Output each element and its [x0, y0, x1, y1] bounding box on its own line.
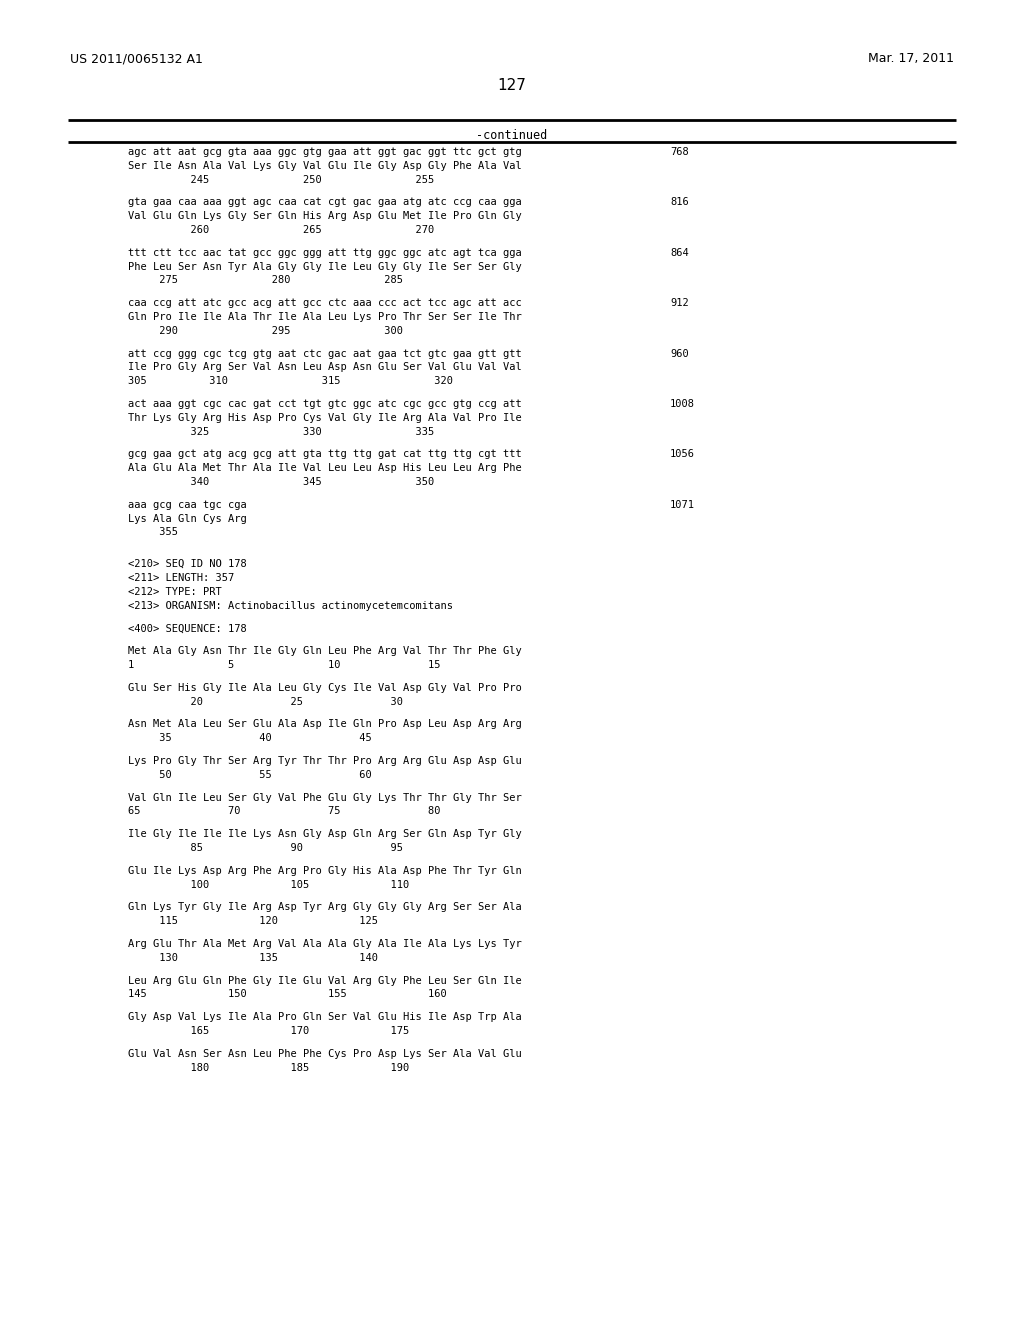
Text: 1008: 1008: [670, 399, 695, 409]
Text: 115             120             125: 115 120 125: [128, 916, 378, 927]
Text: Mar. 17, 2011: Mar. 17, 2011: [868, 51, 954, 65]
Text: <211> LENGTH: 357: <211> LENGTH: 357: [128, 573, 234, 583]
Text: Thr Lys Gly Arg His Asp Pro Cys Val Gly Ile Arg Ala Val Pro Ile: Thr Lys Gly Arg His Asp Pro Cys Val Gly …: [128, 413, 522, 422]
Text: 340               345               350: 340 345 350: [128, 477, 434, 487]
Text: Ala Glu Ala Met Thr Ala Ile Val Leu Leu Asp His Leu Leu Arg Phe: Ala Glu Ala Met Thr Ala Ile Val Leu Leu …: [128, 463, 522, 473]
Text: Leu Arg Glu Gln Phe Gly Ile Glu Val Arg Gly Phe Leu Ser Gln Ile: Leu Arg Glu Gln Phe Gly Ile Glu Val Arg …: [128, 975, 522, 986]
Text: act aaa ggt cgc cac gat cct tgt gtc ggc atc cgc gcc gtg ccg att: act aaa ggt cgc cac gat cct tgt gtc ggc …: [128, 399, 522, 409]
Text: 245               250               255: 245 250 255: [128, 174, 434, 185]
Text: Glu Ile Lys Asp Arg Phe Arg Pro Gly His Ala Asp Phe Thr Tyr Gln: Glu Ile Lys Asp Arg Phe Arg Pro Gly His …: [128, 866, 522, 875]
Text: Lys Ala Gln Cys Arg: Lys Ala Gln Cys Arg: [128, 513, 247, 524]
Text: Lys Pro Gly Thr Ser Arg Tyr Thr Thr Pro Arg Arg Glu Asp Asp Glu: Lys Pro Gly Thr Ser Arg Tyr Thr Thr Pro …: [128, 756, 522, 766]
Text: gcg gaa gct atg acg gcg att gta ttg ttg gat cat ttg ttg cgt ttt: gcg gaa gct atg acg gcg att gta ttg ttg …: [128, 449, 522, 459]
Text: <212> TYPE: PRT: <212> TYPE: PRT: [128, 587, 222, 597]
Text: Gly Asp Val Lys Ile Ala Pro Gln Ser Val Glu His Ile Asp Trp Ala: Gly Asp Val Lys Ile Ala Pro Gln Ser Val …: [128, 1012, 522, 1022]
Text: <213> ORGANISM: Actinobacillus actinomycetemcomitans: <213> ORGANISM: Actinobacillus actinomyc…: [128, 601, 453, 611]
Text: 100             105             110: 100 105 110: [128, 879, 410, 890]
Text: Phe Leu Ser Asn Tyr Ala Gly Gly Ile Leu Gly Gly Ile Ser Ser Gly: Phe Leu Ser Asn Tyr Ala Gly Gly Ile Leu …: [128, 261, 522, 272]
Text: 145             150             155             160: 145 150 155 160: [128, 990, 446, 999]
Text: att ccg ggg cgc tcg gtg aat ctc gac aat gaa tct gtc gaa gtt gtt: att ccg ggg cgc tcg gtg aat ctc gac aat …: [128, 348, 522, 359]
Text: US 2011/0065132 A1: US 2011/0065132 A1: [70, 51, 203, 65]
Text: Gln Pro Ile Ile Ala Thr Ile Ala Leu Lys Pro Thr Ser Ser Ile Thr: Gln Pro Ile Ile Ala Thr Ile Ala Leu Lys …: [128, 312, 522, 322]
Text: <400> SEQUENCE: 178: <400> SEQUENCE: 178: [128, 623, 247, 634]
Text: Ile Pro Gly Arg Ser Val Asn Leu Asp Asn Glu Ser Val Glu Val Val: Ile Pro Gly Arg Ser Val Asn Leu Asp Asn …: [128, 363, 522, 372]
Text: 768: 768: [670, 147, 689, 157]
Text: 180             185             190: 180 185 190: [128, 1063, 410, 1073]
Text: <210> SEQ ID NO 178: <210> SEQ ID NO 178: [128, 560, 247, 569]
Text: ttt ctt tcc aac tat gcc ggc ggg att ttg ggc ggc atc agt tca gga: ttt ctt tcc aac tat gcc ggc ggg att ttg …: [128, 248, 522, 257]
Text: 1056: 1056: [670, 449, 695, 459]
Text: 275               280               285: 275 280 285: [128, 276, 403, 285]
Text: Val Glu Gln Lys Gly Ser Gln His Arg Asp Glu Met Ile Pro Gln Gly: Val Glu Gln Lys Gly Ser Gln His Arg Asp …: [128, 211, 522, 222]
Text: 325               330               335: 325 330 335: [128, 426, 434, 437]
Text: 35              40              45: 35 40 45: [128, 733, 372, 743]
Text: 260               265               270: 260 265 270: [128, 224, 434, 235]
Text: 864: 864: [670, 248, 689, 257]
Text: Met Ala Gly Asn Thr Ile Gly Gln Leu Phe Arg Val Thr Thr Phe Gly: Met Ala Gly Asn Thr Ile Gly Gln Leu Phe …: [128, 647, 522, 656]
Text: Ile Gly Ile Ile Ile Lys Asn Gly Asp Gln Arg Ser Gln Asp Tyr Gly: Ile Gly Ile Ile Ile Lys Asn Gly Asp Gln …: [128, 829, 522, 840]
Text: agc att aat gcg gta aaa ggc gtg gaa att ggt gac ggt ttc gct gtg: agc att aat gcg gta aaa ggc gtg gaa att …: [128, 147, 522, 157]
Text: 960: 960: [670, 348, 689, 359]
Text: 816: 816: [670, 198, 689, 207]
Text: -continued: -continued: [476, 129, 548, 143]
Text: 290               295               300: 290 295 300: [128, 326, 403, 335]
Text: Arg Glu Thr Ala Met Arg Val Ala Ala Gly Ala Ile Ala Lys Lys Tyr: Arg Glu Thr Ala Met Arg Val Ala Ala Gly …: [128, 939, 522, 949]
Text: 85              90              95: 85 90 95: [128, 843, 403, 853]
Text: 165             170             175: 165 170 175: [128, 1026, 410, 1036]
Text: 65              70              75              80: 65 70 75 80: [128, 807, 440, 816]
Text: Gln Lys Tyr Gly Ile Arg Asp Tyr Arg Gly Gly Gly Arg Ser Ser Ala: Gln Lys Tyr Gly Ile Arg Asp Tyr Arg Gly …: [128, 903, 522, 912]
Text: caa ccg att atc gcc acg att gcc ctc aaa ccc act tcc agc att acc: caa ccg att atc gcc acg att gcc ctc aaa …: [128, 298, 522, 308]
Text: 20              25              30: 20 25 30: [128, 697, 403, 706]
Text: 127: 127: [498, 78, 526, 92]
Text: 355: 355: [128, 528, 178, 537]
Text: Glu Val Asn Ser Asn Leu Phe Phe Cys Pro Asp Lys Ser Ala Val Glu: Glu Val Asn Ser Asn Leu Phe Phe Cys Pro …: [128, 1049, 522, 1059]
Text: 130             135             140: 130 135 140: [128, 953, 378, 962]
Text: 1               5               10              15: 1 5 10 15: [128, 660, 440, 671]
Text: aaa gcg caa tgc cga: aaa gcg caa tgc cga: [128, 500, 247, 510]
Text: Ser Ile Asn Ala Val Lys Gly Val Glu Ile Gly Asp Gly Phe Ala Val: Ser Ile Asn Ala Val Lys Gly Val Glu Ile …: [128, 161, 522, 170]
Text: Asn Met Ala Leu Ser Glu Ala Asp Ile Gln Pro Asp Leu Asp Arg Arg: Asn Met Ala Leu Ser Glu Ala Asp Ile Gln …: [128, 719, 522, 730]
Text: 50              55              60: 50 55 60: [128, 770, 372, 780]
Text: 305          310               315               320: 305 310 315 320: [128, 376, 453, 387]
Text: gta gaa caa aaa ggt agc caa cat cgt gac gaa atg atc ccg caa gga: gta gaa caa aaa ggt agc caa cat cgt gac …: [128, 198, 522, 207]
Text: Val Gln Ile Leu Ser Gly Val Phe Glu Gly Lys Thr Thr Gly Thr Ser: Val Gln Ile Leu Ser Gly Val Phe Glu Gly …: [128, 792, 522, 803]
Text: Glu Ser His Gly Ile Ala Leu Gly Cys Ile Val Asp Gly Val Pro Pro: Glu Ser His Gly Ile Ala Leu Gly Cys Ile …: [128, 682, 522, 693]
Text: 912: 912: [670, 298, 689, 308]
Text: 1071: 1071: [670, 500, 695, 510]
